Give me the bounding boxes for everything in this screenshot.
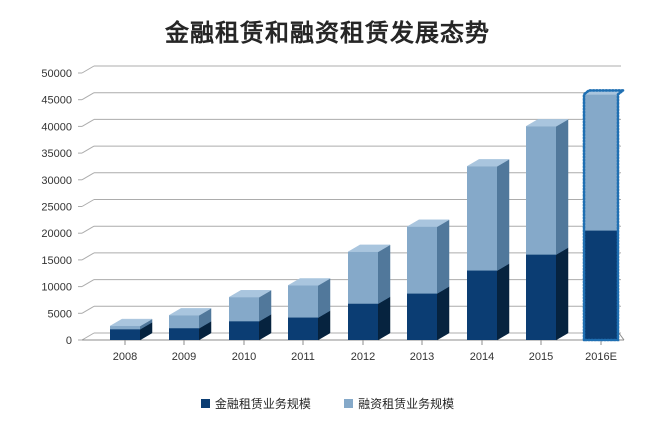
- svg-text:2012: 2012: [351, 351, 375, 363]
- svg-text:2008: 2008: [113, 351, 137, 363]
- svg-text:15000: 15000: [41, 255, 72, 267]
- svg-text:20000: 20000: [41, 228, 72, 240]
- svg-text:2011: 2011: [291, 351, 315, 363]
- svg-text:25000: 25000: [41, 202, 72, 214]
- svg-text:35000: 35000: [41, 148, 72, 160]
- svg-text:2016E: 2016E: [585, 351, 617, 363]
- svg-text:2015: 2015: [529, 351, 553, 363]
- svg-text:2009: 2009: [172, 351, 196, 363]
- svg-text:2010: 2010: [232, 351, 256, 363]
- svg-text:50000: 50000: [41, 68, 72, 80]
- svg-text:40000: 40000: [41, 121, 72, 133]
- svg-text:5000: 5000: [48, 308, 72, 320]
- svg-text:45000: 45000: [41, 95, 72, 107]
- svg-text:0: 0: [66, 335, 72, 347]
- svg-text:30000: 30000: [41, 175, 72, 187]
- svg-text:2013: 2013: [410, 351, 434, 363]
- svg-text:10000: 10000: [41, 282, 72, 294]
- svg-text:2014: 2014: [470, 351, 494, 363]
